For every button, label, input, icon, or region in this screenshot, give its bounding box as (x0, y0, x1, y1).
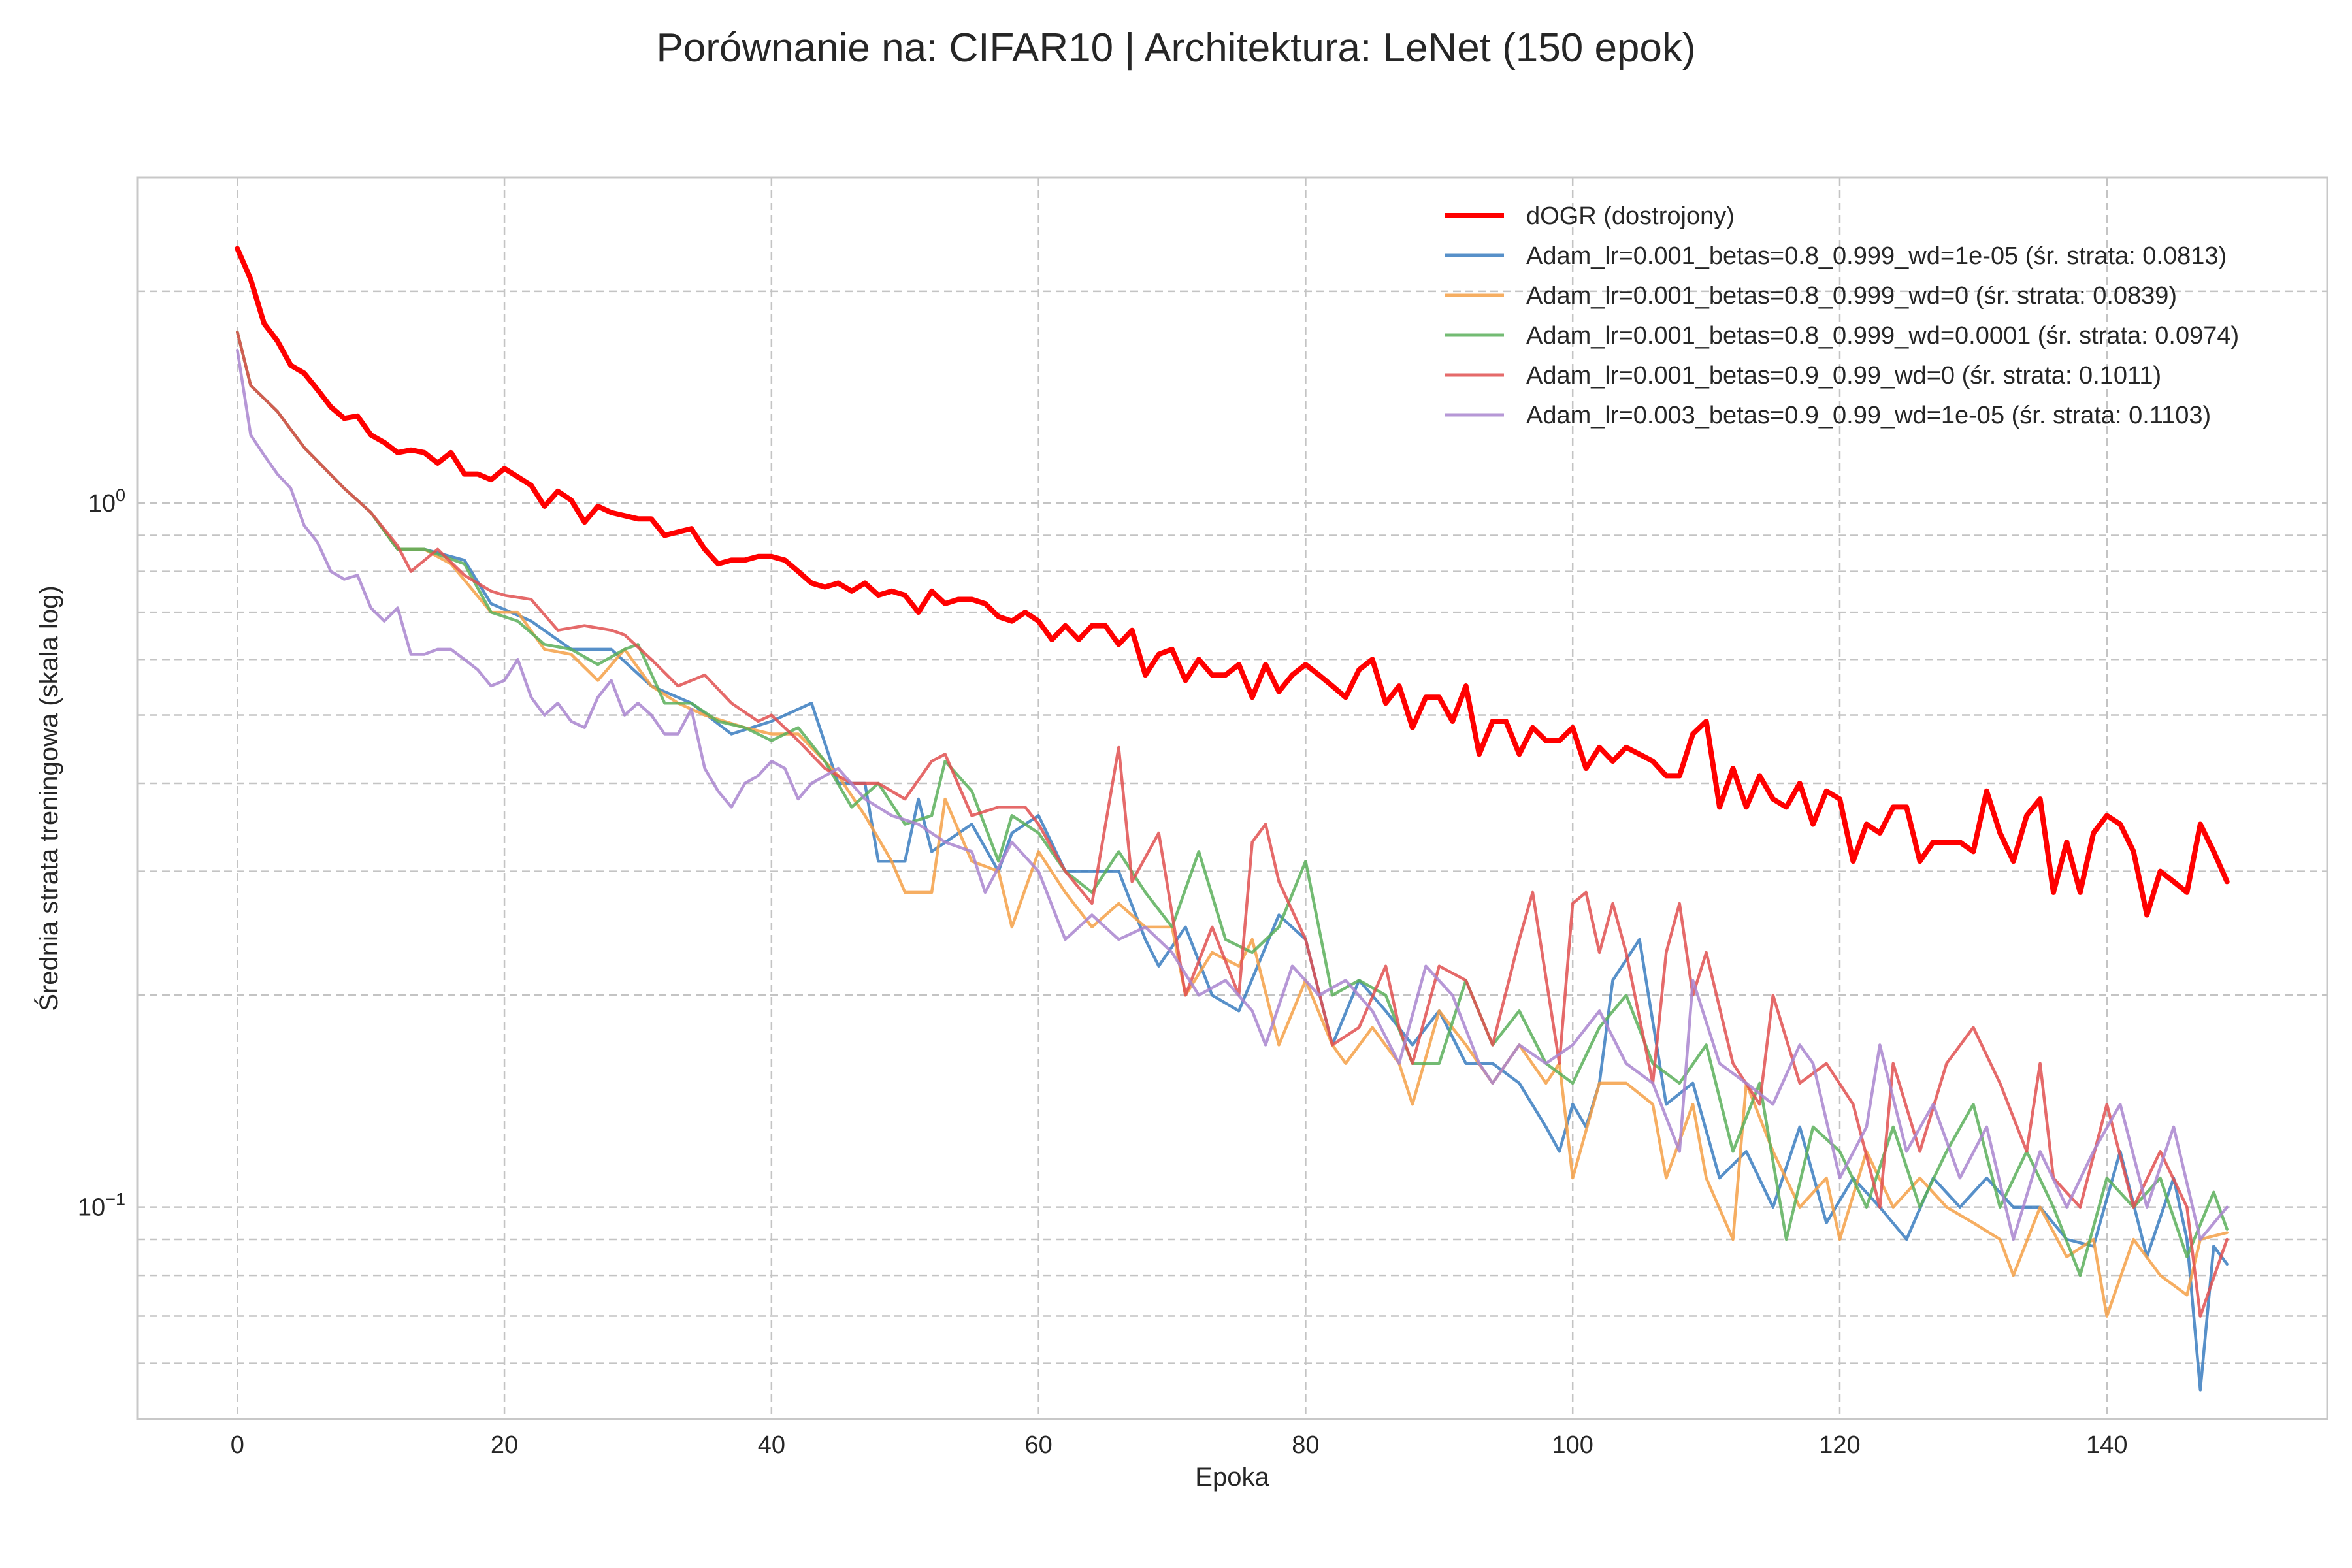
plot-frame (136, 176, 2328, 1420)
y-axis-label: Średnia strata treningowa (skala log) (33, 585, 63, 1011)
series-line (236, 331, 2229, 1318)
legend-label: Adam_lr=0.001_betas=0.9_0.99_wd=0 (śr. s… (1526, 362, 2161, 389)
legend-label: Adam_lr=0.003_betas=0.9_0.99_wd=1e-05 (ś… (1526, 402, 2211, 429)
x-tick-label: 100 (1552, 1431, 1593, 1459)
ticks-layer: 0 20 40 60 80 100 120 140 100 10−1 (78, 485, 2128, 1459)
y-tick-label: 100 (88, 485, 125, 517)
x-tick-label: 80 (1292, 1431, 1319, 1459)
x-tick-label: 120 (1819, 1431, 1860, 1459)
legend-label: Adam_lr=0.001_betas=0.8_0.999_wd=0 (śr. … (1526, 282, 2177, 310)
series-line (236, 348, 2229, 1241)
grid-layer (137, 178, 2327, 1420)
x-tick-label: 0 (231, 1431, 244, 1459)
x-tick-label: 140 (2086, 1431, 2127, 1459)
x-axis-label: Epoka (1195, 1463, 1269, 1492)
legend-label: Adam_lr=0.001_betas=0.8_0.999_wd=1e-05 (… (1526, 242, 2227, 270)
chart-title: Porównanie na: CIFAR10 | Architektura: L… (656, 25, 1696, 71)
legend-label: Adam_lr=0.001_betas=0.8_0.999_wd=0.0001 … (1526, 322, 2239, 350)
y-tick-label: 10−1 (78, 1190, 125, 1222)
series-layer (235, 246, 2230, 1392)
legend: dOGR (dostrojony) Adam_lr=0.001_betas=0.8… (1445, 203, 2239, 429)
x-tick-label: 20 (491, 1431, 518, 1459)
x-tick-label: 40 (758, 1431, 785, 1459)
series-line (235, 246, 2230, 918)
x-tick-label: 60 (1024, 1431, 1052, 1459)
series-line (236, 331, 2229, 1318)
legend-label: dOGR (dostrojony) (1526, 203, 1735, 230)
series-line (236, 331, 2229, 1277)
